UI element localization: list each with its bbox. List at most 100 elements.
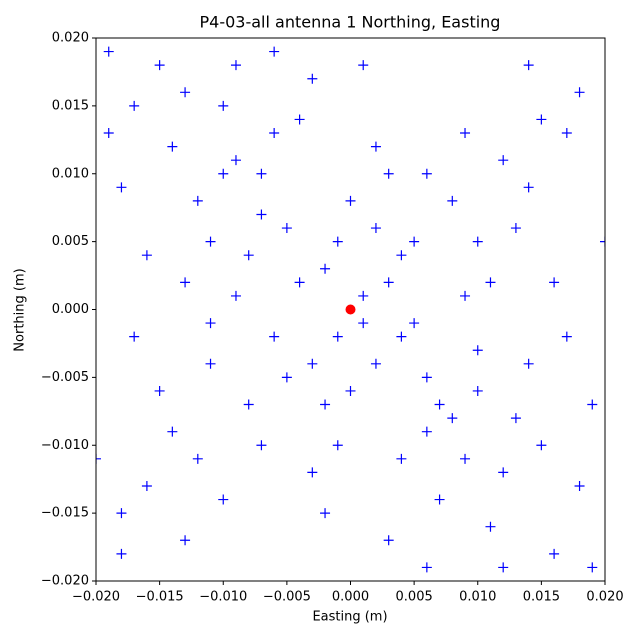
point xyxy=(345,304,356,315)
point xyxy=(549,277,560,288)
point xyxy=(447,195,458,206)
point xyxy=(358,318,369,329)
point xyxy=(116,548,127,559)
point xyxy=(396,453,407,464)
y-tick-label: 0.000 xyxy=(52,302,89,317)
point xyxy=(523,182,534,193)
point xyxy=(230,290,241,301)
point xyxy=(167,426,178,437)
point xyxy=(320,508,331,519)
point xyxy=(561,128,572,139)
point xyxy=(180,87,191,98)
point xyxy=(192,195,203,206)
point xyxy=(460,290,471,301)
point xyxy=(307,358,318,369)
x-axis-label: Easting (m) xyxy=(312,610,387,625)
y-tick-label: −0.005 xyxy=(41,370,89,385)
point xyxy=(180,277,191,288)
point xyxy=(129,331,140,342)
point xyxy=(180,535,191,546)
chart-title: P4-03-all antenna 1 Northing, Easting xyxy=(200,13,501,32)
point xyxy=(269,46,280,57)
point xyxy=(332,236,343,247)
point xyxy=(269,331,280,342)
point xyxy=(472,385,483,396)
point xyxy=(485,521,496,532)
point xyxy=(116,182,127,193)
point xyxy=(281,223,292,234)
point xyxy=(549,548,560,559)
point xyxy=(358,60,369,71)
point xyxy=(230,155,241,166)
point xyxy=(96,453,101,464)
point xyxy=(192,453,203,464)
point xyxy=(218,494,229,505)
x-tick-label: 0.015 xyxy=(523,590,560,605)
x-tick-label: 0.000 xyxy=(332,590,369,605)
point xyxy=(460,128,471,139)
point xyxy=(243,399,254,410)
point xyxy=(307,467,318,478)
point xyxy=(320,263,331,274)
y-tick-label: −0.015 xyxy=(41,506,89,521)
point xyxy=(536,440,547,451)
point xyxy=(345,195,356,206)
point xyxy=(116,508,127,519)
point xyxy=(256,209,267,220)
y-tick-label: 0.005 xyxy=(52,234,89,249)
point xyxy=(421,168,432,179)
y-tick-label: 0.015 xyxy=(52,98,89,113)
point xyxy=(421,426,432,437)
point xyxy=(205,318,216,329)
point xyxy=(523,358,534,369)
point xyxy=(498,155,509,166)
point xyxy=(574,87,585,98)
point xyxy=(256,440,267,451)
y-axis-label: Northing (m) xyxy=(13,268,28,351)
point xyxy=(460,453,471,464)
point xyxy=(370,358,381,369)
point xyxy=(561,331,572,342)
point xyxy=(345,385,356,396)
y-tick-label: 0.020 xyxy=(52,31,89,46)
point xyxy=(307,73,318,84)
point xyxy=(320,399,331,410)
x-tick-label: 0.020 xyxy=(586,590,623,605)
plot-area xyxy=(96,46,605,573)
point xyxy=(409,318,420,329)
point xyxy=(396,250,407,261)
point xyxy=(447,413,458,424)
point xyxy=(358,290,369,301)
point xyxy=(103,128,114,139)
y-tick-label: −0.020 xyxy=(41,574,89,589)
point xyxy=(587,562,598,573)
point xyxy=(383,535,394,546)
point xyxy=(129,100,140,111)
point xyxy=(269,128,280,139)
x-tick-label: −0.005 xyxy=(263,590,311,605)
point xyxy=(332,331,343,342)
point xyxy=(154,385,165,396)
point xyxy=(523,60,534,71)
point xyxy=(141,250,152,261)
point xyxy=(485,277,496,288)
x-tick-label: 0.010 xyxy=(459,590,496,605)
point xyxy=(243,250,254,261)
point xyxy=(421,562,432,573)
y-tick-label: 0.010 xyxy=(52,166,89,181)
point xyxy=(510,223,521,234)
point xyxy=(332,440,343,451)
point xyxy=(396,331,407,342)
point xyxy=(294,277,305,288)
point xyxy=(409,236,420,247)
point xyxy=(536,114,547,125)
y-tick-label: −0.010 xyxy=(41,438,89,453)
point xyxy=(383,168,394,179)
point xyxy=(421,372,432,383)
point xyxy=(281,372,292,383)
point xyxy=(370,223,381,234)
point xyxy=(574,480,585,491)
point xyxy=(472,236,483,247)
